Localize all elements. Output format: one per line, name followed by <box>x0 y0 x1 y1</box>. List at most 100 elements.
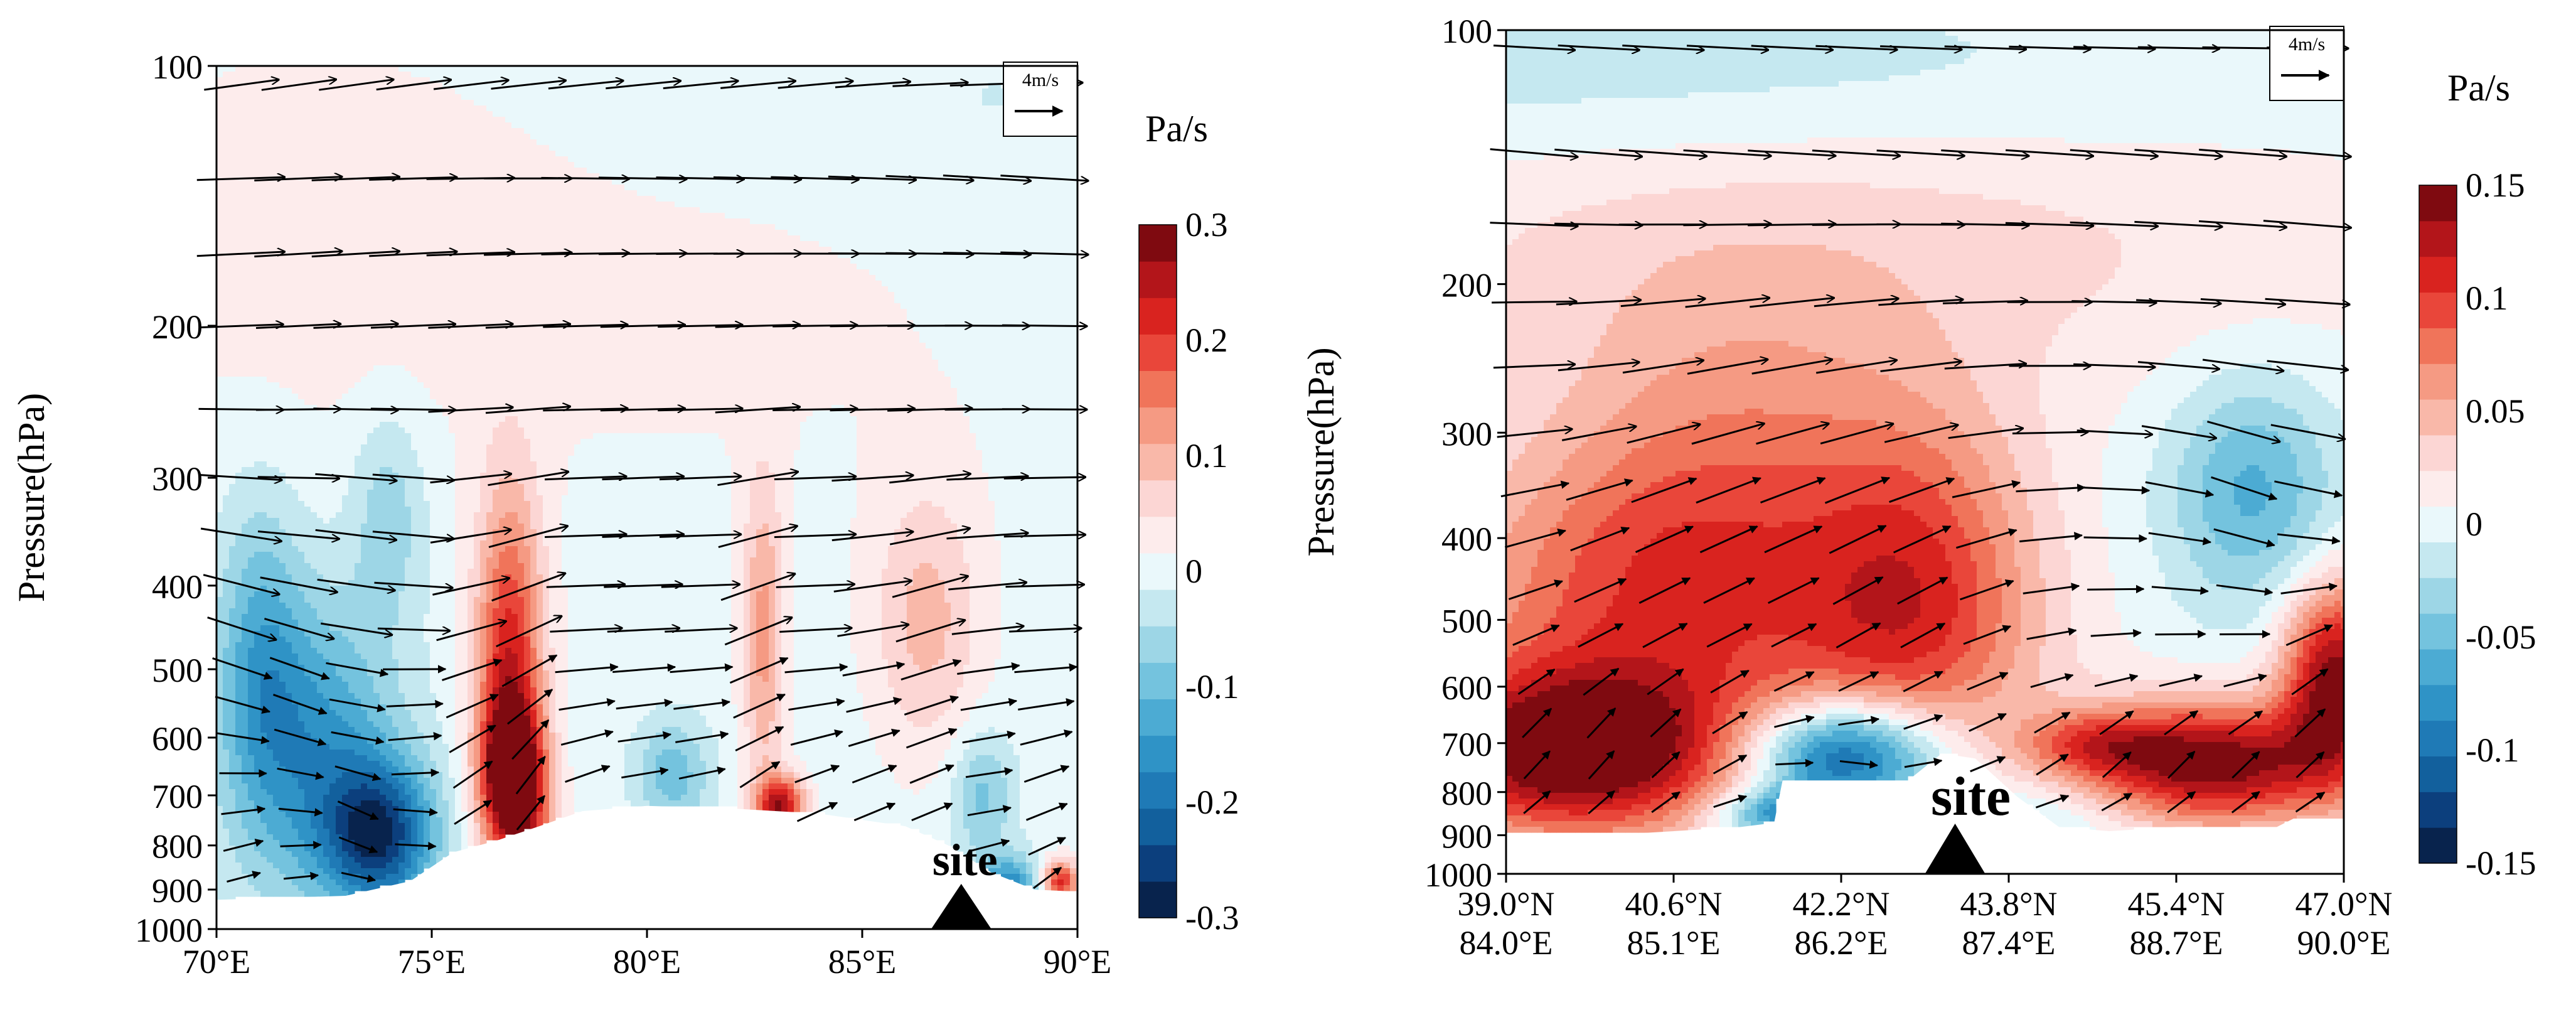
field-cell <box>267 94 274 100</box>
field-cell <box>788 156 794 163</box>
field-cell <box>775 218 782 225</box>
field-cell <box>593 94 600 100</box>
field-cell <box>894 145 901 151</box>
field-cell <box>781 247 788 253</box>
field-cell <box>756 224 763 230</box>
field-cell <box>963 111 970 117</box>
field-cell <box>486 156 493 163</box>
field-cell <box>725 151 732 157</box>
field-cell <box>599 179 606 185</box>
field-cell <box>687 264 694 270</box>
field-cell <box>235 190 242 196</box>
field-cell <box>486 72 493 78</box>
field-cell <box>901 258 907 264</box>
field-cell <box>882 264 889 270</box>
field-cell <box>411 264 418 270</box>
field-cell <box>411 89 418 95</box>
field-cell <box>442 241 449 247</box>
field-cell <box>762 100 769 106</box>
field-cell <box>656 145 663 151</box>
field-cell <box>982 252 989 259</box>
field-cell <box>813 173 820 180</box>
field-cell <box>311 173 318 180</box>
field-cell <box>229 173 236 180</box>
field-cell <box>216 156 223 163</box>
field-cell <box>744 224 751 230</box>
field-cell <box>1039 258 1045 264</box>
field-cell <box>1070 241 1077 247</box>
field-cell <box>882 117 889 123</box>
field-cell <box>336 258 343 264</box>
field-cell <box>800 190 807 196</box>
field-cell <box>511 207 518 213</box>
field-cell <box>380 269 387 276</box>
field-cell <box>668 218 675 225</box>
field-cell <box>963 145 970 151</box>
field-cell <box>700 235 707 242</box>
field-cell <box>869 185 876 191</box>
field-cell <box>568 94 575 100</box>
field-cell <box>857 145 863 151</box>
field-cell <box>756 230 763 236</box>
field-cell <box>875 185 882 191</box>
field-cell <box>248 162 255 168</box>
field-cell <box>1070 224 1077 230</box>
field-cell <box>756 247 763 253</box>
field-cell <box>468 139 474 146</box>
field-cell <box>216 89 223 95</box>
field-cell <box>606 173 612 180</box>
field-cell <box>468 196 474 202</box>
field-cell <box>311 139 318 146</box>
field-cell <box>317 241 324 247</box>
field-cell <box>248 89 255 95</box>
field-cell <box>574 139 581 146</box>
field-cell <box>831 185 838 191</box>
field-cell <box>367 83 374 89</box>
field-cell <box>693 134 700 140</box>
field-cell <box>944 111 951 117</box>
field-cell <box>518 224 525 230</box>
field-cell <box>518 162 525 168</box>
field-cell <box>725 134 732 140</box>
field-cell <box>656 89 663 95</box>
field-cell <box>329 196 336 202</box>
field-cell <box>329 156 336 163</box>
field-cell <box>424 77 430 83</box>
field-cell <box>662 230 669 236</box>
field-cell <box>813 100 820 106</box>
field-cell <box>951 190 958 196</box>
field-cell <box>348 252 355 259</box>
field-cell <box>656 247 663 253</box>
field-cell <box>1007 224 1014 230</box>
field-cell <box>405 105 412 112</box>
field-cell <box>549 156 556 163</box>
field-cell <box>248 269 255 276</box>
field-cell <box>386 145 393 151</box>
field-cell <box>882 145 889 151</box>
field-cell <box>901 100 907 106</box>
field-cell <box>587 224 594 230</box>
field-cell <box>511 128 518 134</box>
field-cell <box>624 151 631 157</box>
field-cell <box>499 173 506 180</box>
field-cell <box>819 224 826 230</box>
field-cell <box>913 145 920 151</box>
field-cell <box>518 128 525 134</box>
field-cell <box>769 185 776 191</box>
field-cell <box>618 156 625 163</box>
field-cell <box>888 230 895 236</box>
field-cell <box>844 168 851 174</box>
field-cell <box>1070 207 1077 213</box>
field-cell <box>637 111 644 117</box>
field-cell <box>373 224 380 230</box>
field-cell <box>474 264 481 270</box>
field-cell <box>436 264 443 270</box>
field-cell <box>235 117 242 123</box>
field-cell <box>248 202 255 208</box>
field-cell <box>286 151 292 157</box>
field-cell <box>869 145 876 151</box>
field-cell <box>323 202 330 208</box>
field-cell <box>756 207 763 213</box>
field-cell <box>216 213 223 219</box>
field-cell <box>417 202 424 208</box>
